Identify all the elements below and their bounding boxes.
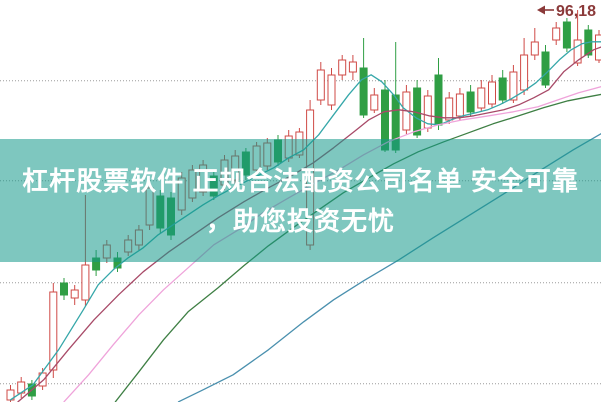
- candle-body: [552, 27, 561, 41]
- candle-body: [316, 69, 325, 101]
- candle-body: [455, 93, 464, 117]
- candle-body: [520, 54, 529, 91]
- candle-body: [530, 41, 539, 56]
- candle-body: [466, 91, 475, 113]
- candle-body: [370, 94, 379, 111]
- price-marker-label: 96,18: [556, 3, 596, 20]
- candle-body: [49, 291, 58, 371]
- left-arrow-icon: [537, 5, 545, 15]
- candle-body: [70, 289, 79, 299]
- candle-body: [359, 67, 368, 116]
- candle-body: [445, 97, 454, 121]
- promo-banner-overlay: 杠杆股票软件 正规合法配资公司名单 安全可靠 ，助您投资无忧: [0, 139, 601, 262]
- candle-body: [541, 51, 550, 86]
- candle-body: [338, 59, 347, 76]
- candle-body: [509, 71, 518, 101]
- candle-body: [488, 81, 496, 105]
- candle-body: [562, 21, 571, 49]
- candle-body: [327, 74, 336, 106]
- candle-body: [477, 87, 486, 109]
- candle-body: [573, 39, 582, 64]
- candle-body: [81, 264, 90, 301]
- price-marker: 96,18: [537, 3, 596, 20]
- candle-body: [38, 372, 47, 387]
- candle-body: [498, 77, 507, 101]
- promo-text-line1: 杠杆股票软件 正规合法配资公司名单 安全可靠: [22, 165, 579, 196]
- candle-body: [348, 61, 357, 73]
- ma-line-MA10: [17, 46, 601, 402]
- candle-body: [60, 282, 68, 296]
- promo-text-line2: ，助您投资无忧: [205, 205, 395, 236]
